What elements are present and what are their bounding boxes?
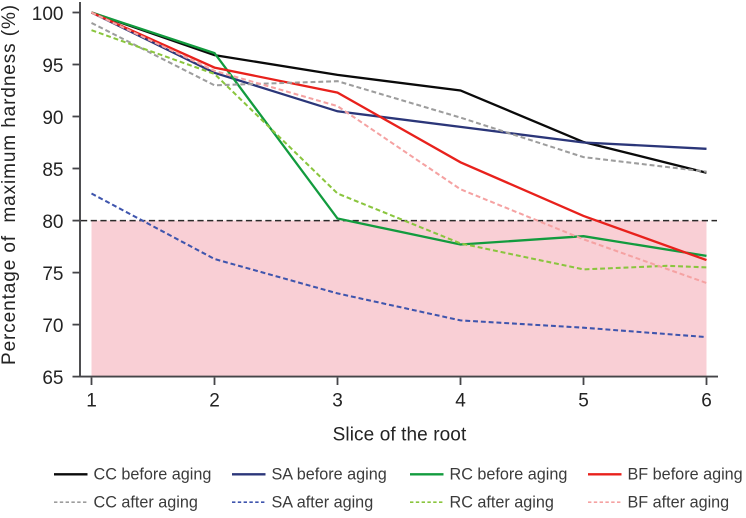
svg-text:CC before aging: CC before aging xyxy=(94,466,212,484)
svg-text:RC before aging: RC before aging xyxy=(450,466,568,484)
svg-text:6: 6 xyxy=(701,391,712,412)
svg-text:65: 65 xyxy=(42,368,63,389)
svg-text:CC after aging: CC after aging xyxy=(94,494,198,512)
svg-text:95: 95 xyxy=(42,56,63,77)
svg-text:Slice of the root: Slice of the root xyxy=(333,425,467,446)
svg-text:SA after aging: SA after aging xyxy=(272,494,374,512)
svg-text:3: 3 xyxy=(332,391,343,412)
svg-text:RC after aging: RC after aging xyxy=(450,494,554,512)
svg-text:90: 90 xyxy=(42,108,63,129)
svg-text:2: 2 xyxy=(209,391,220,412)
svg-text:BF before aging: BF before aging xyxy=(628,466,743,484)
svg-text:SA before aging: SA before aging xyxy=(272,466,387,484)
svg-text:4: 4 xyxy=(455,391,466,412)
svg-text:80: 80 xyxy=(42,212,63,233)
svg-text:5: 5 xyxy=(578,391,589,412)
svg-text:75: 75 xyxy=(42,264,63,285)
svg-text:1: 1 xyxy=(86,391,97,412)
svg-text:100: 100 xyxy=(32,4,64,25)
svg-text:85: 85 xyxy=(42,160,63,181)
svg-text:Percentage of maximum hardnes: Percentage of maximum hardness (%) xyxy=(0,4,20,365)
svg-text:70: 70 xyxy=(42,316,63,337)
svg-text:BF after aging: BF after aging xyxy=(628,494,730,512)
